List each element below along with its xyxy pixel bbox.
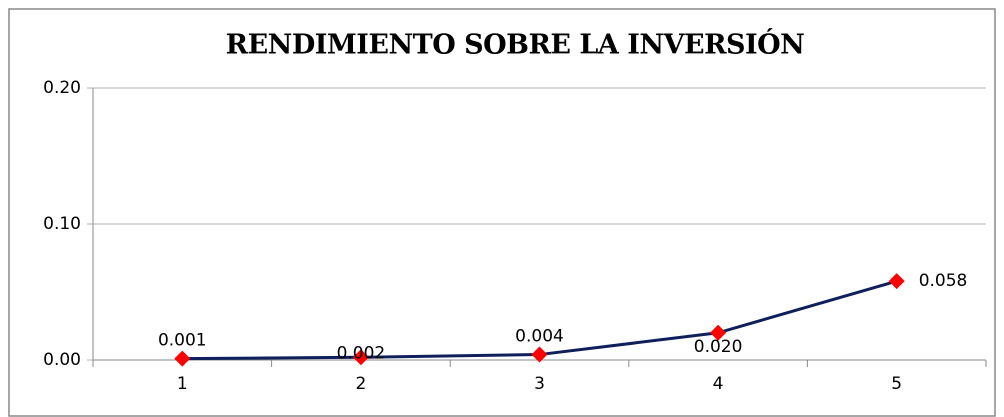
y-tick-label: 0.00 [43,350,81,370]
data-label: 0.004 [515,327,564,347]
data-label: 0.001 [158,331,207,351]
marker [888,273,905,290]
x-tick-label: 4 [713,374,724,394]
x-tick-label: 2 [355,374,366,394]
chart-title: RENDIMIENTO SOBRE LA INVERSIÓN [226,27,805,61]
x-tick-label: 1 [177,374,188,394]
marker [710,324,727,341]
data-label: 0.020 [694,337,743,357]
chart-border [8,8,996,417]
y-tick-label: 0.20 [43,78,81,98]
marker [352,349,369,366]
x-tick-label: 3 [534,374,545,394]
marker [174,350,191,367]
x-tick-label: 5 [891,374,902,394]
marker [531,346,548,363]
y-tick-label: 0.10 [43,214,81,234]
data-label: 0.058 [919,271,968,291]
data-label: 0.002 [337,343,386,363]
